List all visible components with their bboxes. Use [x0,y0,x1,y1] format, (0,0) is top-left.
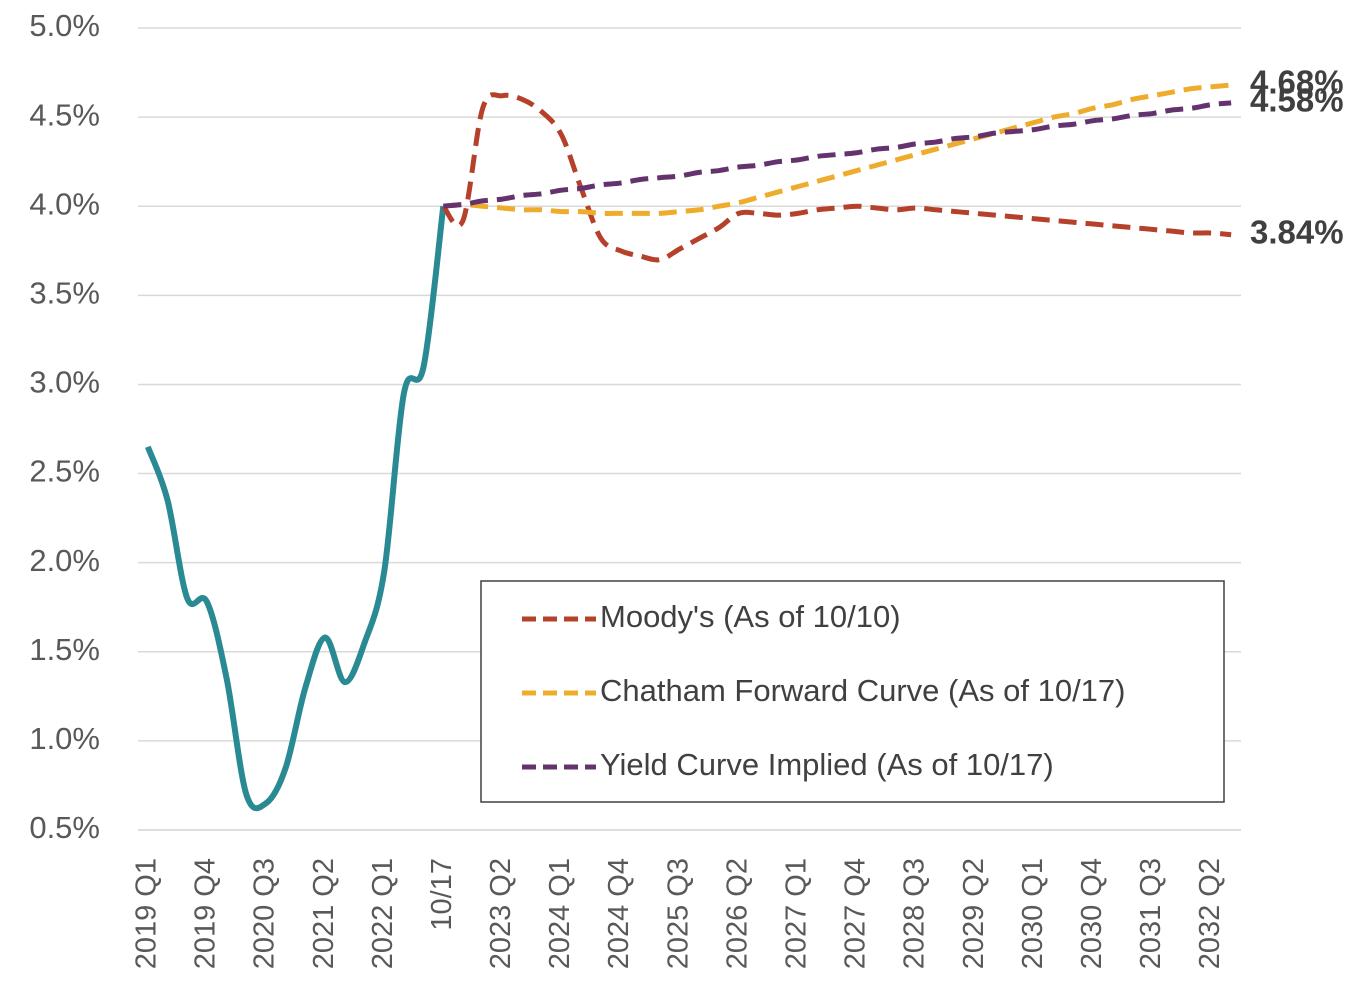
x-tick-label: 2032 Q2 [1194,858,1226,969]
series-line [443,82,1232,216]
value-label: 3.84% [1250,213,1344,250]
y-tick-label: 2.0% [29,543,100,578]
x-tick-label: 2030 Q1 [1017,858,1049,969]
series-line [443,100,1232,209]
x-tick-label: 2029 Q2 [958,858,990,969]
x-tick-label: 2027 Q4 [840,858,872,969]
legend-box [480,580,1225,803]
y-tick-label: 4.0% [29,186,100,221]
x-tick-label: 2024 Q4 [603,858,635,969]
value-label: 4.68% [1250,64,1344,101]
x-tick-label: 2031 Q3 [1135,858,1167,969]
legend-label: Chatham Forward Curve (As of 10/17) [600,673,1126,708]
legend-label: Moody's (As of 10/10) [600,599,901,634]
x-tick-label: 2022 Q1 [367,858,399,969]
y-tick-label: 1.5% [29,632,100,667]
x-tick-label: 2019 Q1 [131,858,163,969]
x-tick-label: 2028 Q3 [899,858,931,969]
y-tick-label: 5.0% [29,8,100,43]
x-tick-label: 2020 Q3 [249,858,281,969]
x-tick-label: 2024 Q1 [544,858,576,969]
y-tick-label: 0.5% [29,810,100,845]
x-tick-label: 2019 Q4 [190,858,222,969]
y-tick-label: 3.0% [29,365,100,400]
y-tick-label: 2.5% [29,454,100,489]
x-tick-label: 2027 Q1 [780,858,812,969]
series-line [145,205,447,812]
x-tick-label: 2026 Q2 [721,858,753,969]
value-label: 4.58% [1250,82,1344,119]
series-line [441,92,1232,263]
x-tick-label: 2021 Q2 [308,858,340,969]
y-tick-label: 1.0% [29,721,100,756]
y-tick-label: 3.5% [29,276,100,311]
legend-label: Yield Curve Implied (As of 10/17) [600,747,1054,782]
x-tick-label: 2023 Q2 [485,858,517,969]
x-tick-label: 2030 Q4 [1076,858,1108,969]
x-tick-label: 2025 Q3 [662,858,694,969]
x-tick-label: 10/17 [426,858,458,931]
y-tick-label: 4.5% [29,97,100,132]
